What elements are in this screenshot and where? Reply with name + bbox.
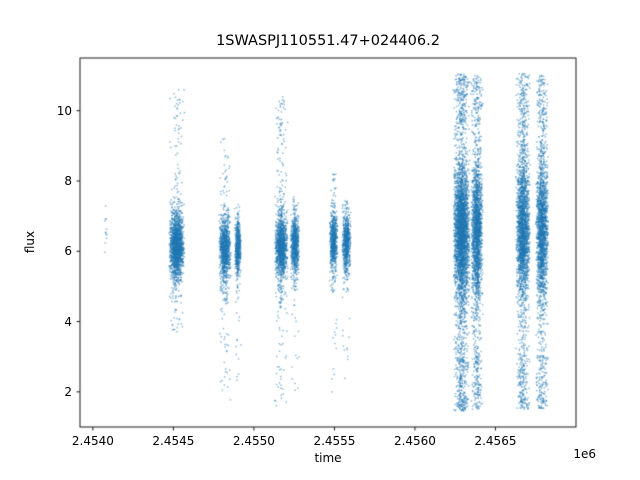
chart-title: 1SWASPJ110551.47+024406.2 bbox=[216, 33, 440, 49]
x-tick-label: 2.4565 bbox=[474, 434, 517, 448]
y-axis-label: flux bbox=[23, 230, 37, 254]
x-axis-offset-label: 1e6 bbox=[573, 447, 596, 461]
x-axis-label: time bbox=[314, 451, 342, 465]
x-tick-label: 2.4555 bbox=[313, 434, 356, 448]
x-tick-label: 2.4540 bbox=[71, 434, 114, 448]
x-tick-label: 2.4550 bbox=[232, 434, 275, 448]
y-tick-label: 8 bbox=[64, 174, 72, 188]
x-tick-label: 2.4560 bbox=[393, 434, 436, 448]
y-tick-label: 10 bbox=[56, 103, 72, 118]
y-tick-label: 2 bbox=[64, 384, 72, 399]
x-tick-label: 2.4545 bbox=[152, 434, 195, 448]
y-tick-label: 6 bbox=[64, 244, 72, 259]
y-tick-label: 4 bbox=[64, 314, 72, 329]
